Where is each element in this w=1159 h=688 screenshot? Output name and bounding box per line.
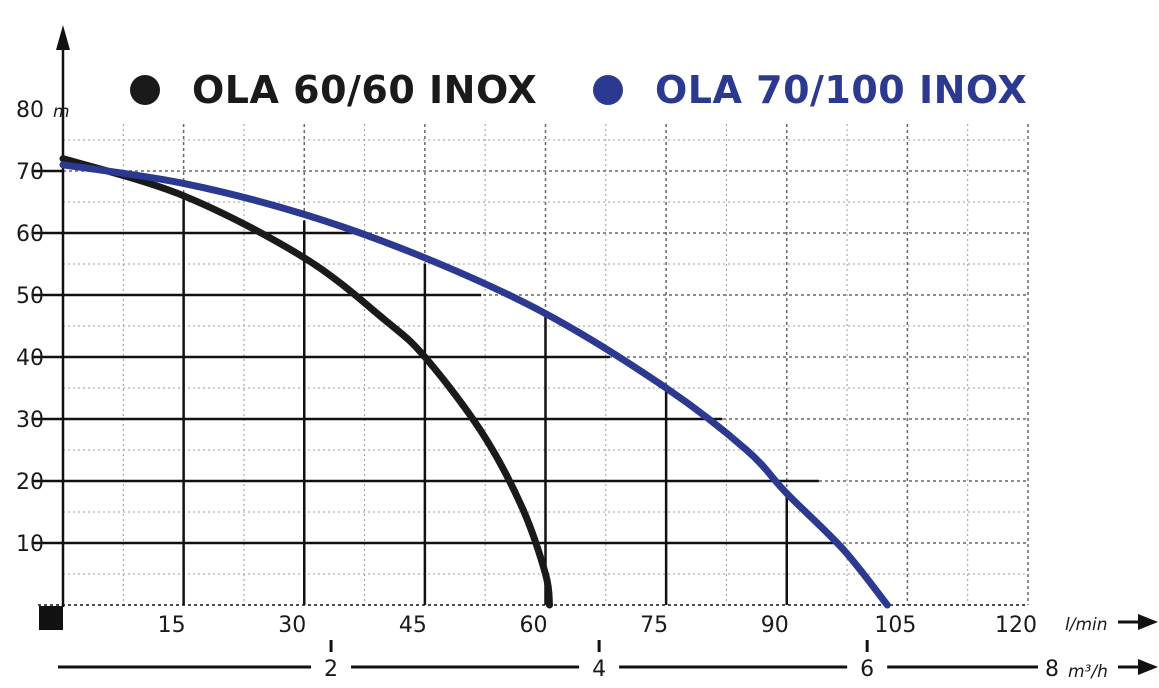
series-line-0 [59, 155, 554, 609]
y-axis-unit-label: m [53, 102, 70, 122]
x2-tick-gap [311, 657, 352, 679]
x2-tick-label: 6 [860, 657, 874, 682]
y-tick-label: 60 [16, 222, 44, 247]
y-tick-label: 40 [16, 346, 44, 371]
x2-tick-gap [579, 657, 620, 679]
x-tick-label: 75 [640, 613, 668, 638]
x2-tick-label: 2 [324, 657, 338, 682]
y-tick-label: 20 [16, 470, 44, 495]
x2-axis-unit-label: m³/h [1068, 662, 1108, 682]
y-axis-arrow-icon [56, 25, 70, 50]
y-tick-label: 10 [16, 532, 44, 557]
x2-tick-gap [847, 657, 888, 679]
legend-item-ola-60-60: OLA 60/60 INOX [130, 62, 537, 118]
legend-marker-icon [130, 75, 160, 105]
x-tick-label: 45 [399, 613, 427, 638]
x2-tick-label: 4 [592, 657, 606, 682]
x-tick-label: 30 [278, 613, 306, 638]
x-tick-label: 15 [158, 613, 186, 638]
x-tick-label: 60 [520, 613, 548, 638]
tick-labels: 10 20 30 40 50 60 70 80 m 15 30 45 60 75 90 105 120 l/min… [16, 98, 1108, 682]
y-tick-label: 70 [16, 160, 44, 185]
legend-marker-icon [593, 75, 623, 105]
x2-axis-arrow-icon [1138, 659, 1158, 675]
x-tick-label: 120 [995, 613, 1037, 638]
x2-tick-label: 8 [1045, 657, 1059, 682]
axes [38, 25, 1158, 679]
y-tick-label: 50 [16, 284, 44, 309]
legend-label: OLA 60/60 INOX [192, 68, 538, 112]
y-tick-label: 80 [16, 98, 44, 123]
x-axis-unit-label: l/min [1065, 615, 1108, 635]
legend-label: OLA 70/100 INOX [655, 68, 1028, 112]
origin-square-icon [39, 606, 63, 630]
legend-item-ola-70-100: OLA 70/100 INOX [593, 62, 1027, 118]
x-axis-arrow-icon [1138, 614, 1158, 630]
x-tick-label: 90 [761, 613, 789, 638]
series-lines [59, 155, 891, 609]
x-tick-label: 105 [874, 613, 916, 638]
y-tick-label: 30 [16, 408, 44, 433]
grid [33, 124, 1029, 605]
series-line-1 [59, 161, 891, 609]
